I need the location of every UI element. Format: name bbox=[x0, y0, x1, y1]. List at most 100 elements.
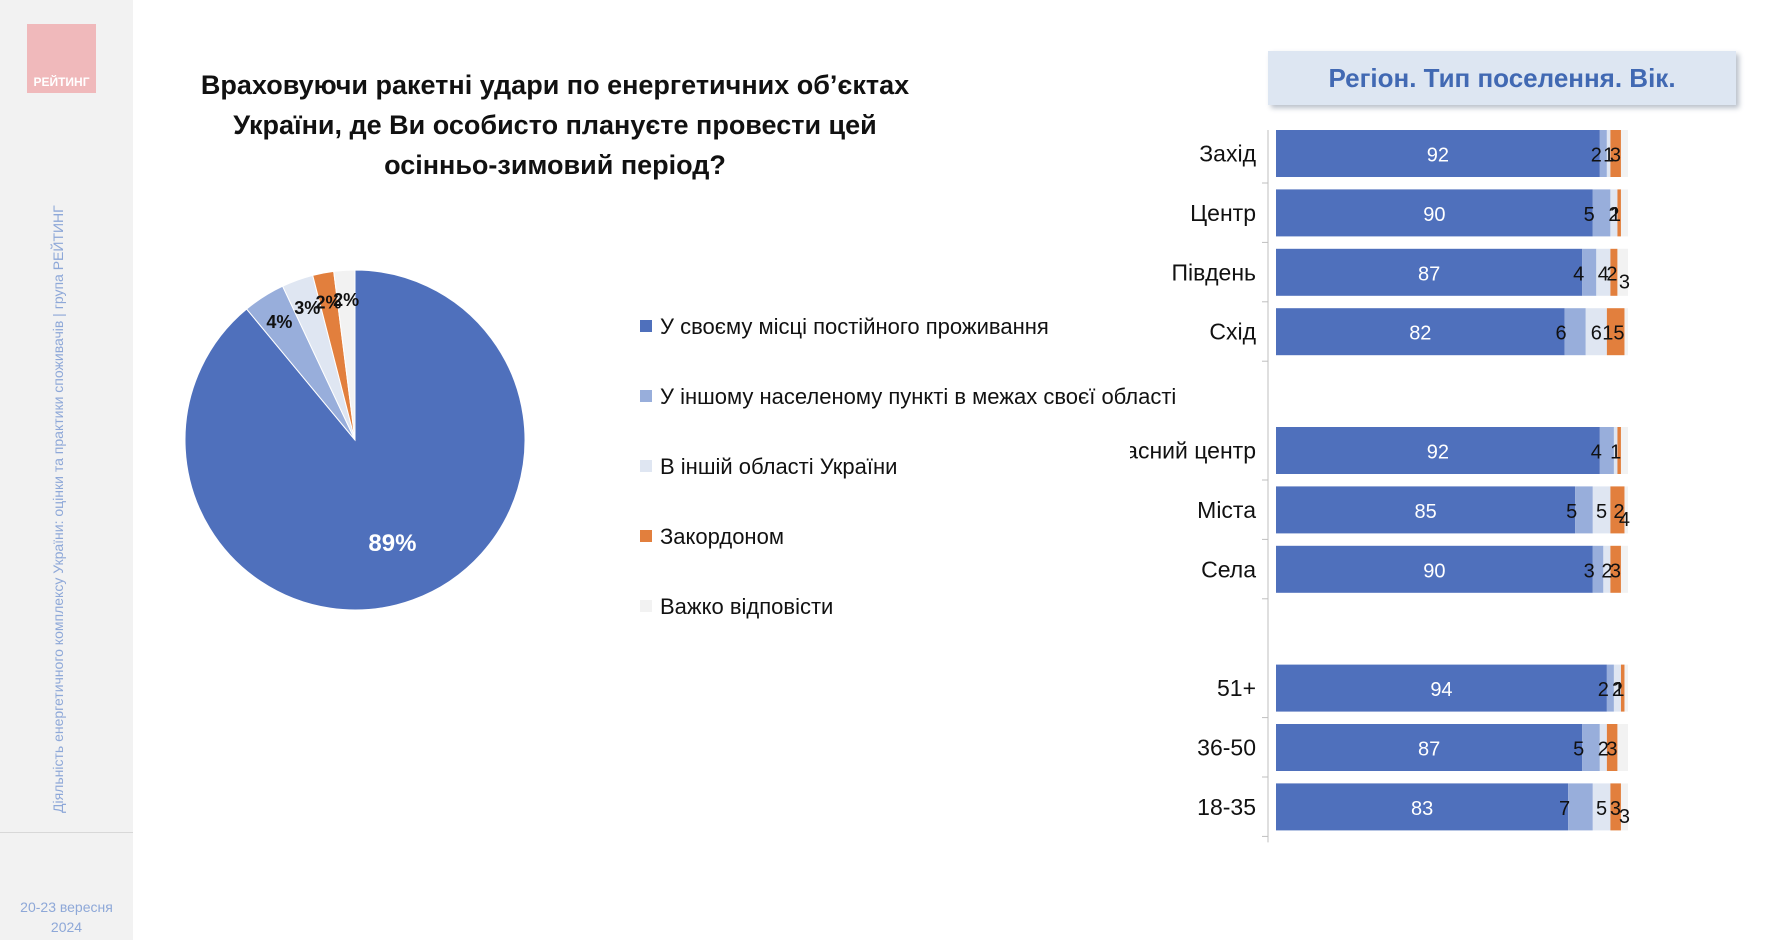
bar-segment-4 bbox=[1620, 130, 1628, 177]
legend-label-4: Важко відповісти bbox=[660, 594, 834, 619]
bar-segment-3 bbox=[1610, 545, 1621, 593]
bar-value-label: 5 bbox=[1573, 739, 1584, 761]
bar-segment-4 bbox=[1620, 427, 1628, 474]
survey-date-line2: 2024 bbox=[50, 919, 83, 935]
bar-segment-3 bbox=[1620, 664, 1625, 712]
bar-segment-0 bbox=[1276, 724, 1583, 771]
bar-segment-4 bbox=[1617, 724, 1628, 771]
bar-segment-0 bbox=[1276, 248, 1583, 296]
bar-value-label: 85 bbox=[1414, 501, 1436, 523]
category-label: Центр bbox=[1190, 200, 1256, 226]
legend-swatch-2 bbox=[640, 460, 652, 473]
bar-segment-0 bbox=[1276, 130, 1600, 177]
bar-segment-2 bbox=[1613, 664, 1621, 712]
category-label: Південь bbox=[1172, 259, 1257, 285]
bar-value-label: 90 bbox=[1423, 560, 1445, 582]
legend-label-0: У своєму місці постійного проживання bbox=[660, 314, 1049, 339]
pie-chart: 89%4%3%2%2% bbox=[184, 270, 526, 611]
pie-slice-4 bbox=[333, 270, 356, 441]
bar-value-label: 1 bbox=[1610, 204, 1621, 226]
bar-segment-3 bbox=[1610, 783, 1621, 831]
bar-value-label: 3 bbox=[1606, 739, 1617, 761]
bar-segment-1 bbox=[1582, 724, 1600, 771]
bar-value-label: 3 bbox=[1584, 560, 1595, 582]
legend-item-3: Закордоном bbox=[640, 524, 784, 550]
bar-segment-4 bbox=[1620, 545, 1628, 593]
bar-value-label: 15 bbox=[1602, 323, 1624, 345]
pie-data-label-1: 4% bbox=[266, 312, 292, 332]
survey-date-line1: 20-23 вересня bbox=[20, 899, 113, 915]
bar-segment-0 bbox=[1276, 545, 1593, 593]
bar-value-label: 2 bbox=[1612, 679, 1623, 701]
bar-value-label: 4 bbox=[1598, 263, 1609, 285]
bar-segment-1 bbox=[1592, 545, 1604, 593]
bar-value-label: 3 bbox=[1619, 271, 1630, 293]
bar-value-label: 4 bbox=[1619, 509, 1630, 531]
category-label: Захід bbox=[1199, 141, 1256, 167]
legend-swatch-3 bbox=[640, 530, 652, 543]
pie-data-label-2: 3% bbox=[294, 298, 320, 318]
bar-value-label: 5 bbox=[1596, 501, 1607, 523]
pie-data-label-3: 2% bbox=[316, 292, 342, 312]
bar-value-label: 6 bbox=[1591, 323, 1602, 345]
bar-segment-0 bbox=[1276, 189, 1593, 237]
category-label: Села bbox=[1201, 556, 1256, 582]
bar-value-label: 87 bbox=[1418, 263, 1440, 285]
legend-label-3: Закордоном bbox=[660, 524, 784, 549]
bar-value-label: 3 bbox=[1610, 560, 1621, 582]
bar-segment-0 bbox=[1276, 783, 1569, 831]
bar-value-label: 2 bbox=[1608, 204, 1619, 226]
legend-swatch-1 bbox=[640, 390, 652, 403]
bar-segment-2 bbox=[1610, 189, 1618, 237]
bar-segment-2 bbox=[1599, 724, 1607, 771]
bar-value-label: 87 bbox=[1418, 739, 1440, 761]
bar-segment-3 bbox=[1610, 130, 1621, 177]
bar-value-label: 1 bbox=[1603, 145, 1614, 167]
bar-value-label: 4 bbox=[1573, 263, 1584, 285]
legend-item-4: Важко відповісти bbox=[640, 594, 833, 620]
bar-value-label: 3 bbox=[1610, 798, 1621, 820]
bar-segment-1 bbox=[1568, 783, 1593, 831]
bar-segment-4 bbox=[1620, 189, 1628, 237]
bar-segment-3 bbox=[1606, 308, 1625, 356]
bar-segment-2 bbox=[1592, 486, 1611, 534]
pie-data-label-0: 89% bbox=[368, 530, 416, 557]
bar-value-label: 92 bbox=[1427, 145, 1449, 167]
bar-segment-3 bbox=[1617, 427, 1621, 474]
bar-segment-1 bbox=[1592, 189, 1611, 237]
bar-value-label: 3 bbox=[1610, 145, 1621, 167]
bar-value-label: 7 bbox=[1559, 798, 1570, 820]
bar-value-label: 5 bbox=[1584, 204, 1595, 226]
bar-segment-2 bbox=[1585, 308, 1607, 356]
legend-label-1: У іншому населеному пункті в межах своєї… bbox=[660, 384, 1177, 409]
bar-value-label: 5 bbox=[1596, 798, 1607, 820]
legend-swatch-0 bbox=[640, 320, 652, 333]
bar-segment-3 bbox=[1606, 724, 1618, 771]
sidebar-divider bbox=[0, 832, 133, 833]
bar-segment-4 bbox=[1624, 664, 1628, 712]
bar-value-label: 92 bbox=[1427, 442, 1449, 464]
legend-swatch-4 bbox=[640, 600, 652, 613]
bar-value-label: 2 bbox=[1598, 679, 1609, 701]
bar-segment-1 bbox=[1582, 248, 1597, 296]
bar-value-label: 6 bbox=[1556, 323, 1567, 345]
bar-segment-3 bbox=[1617, 189, 1621, 237]
rating-logo: РЕЙТИНГ bbox=[27, 24, 96, 93]
bar-segment-3 bbox=[1610, 486, 1625, 534]
bar-segment-4 bbox=[1624, 308, 1628, 356]
bar-segment-2 bbox=[1596, 248, 1611, 296]
pie-data-label-4: 2% bbox=[333, 290, 359, 310]
logo-text: РЕЙТИНГ bbox=[33, 75, 90, 89]
bar-segment-4 bbox=[1624, 486, 1628, 534]
bar-value-label: 2 bbox=[1601, 560, 1612, 582]
legend-item-0: У своєму місці постійного проживання bbox=[640, 314, 1049, 340]
bar-value-label: 1 bbox=[1613, 679, 1624, 701]
category-label: Міста bbox=[1197, 497, 1256, 523]
bar-segment-0 bbox=[1276, 427, 1600, 474]
bar-segment-2 bbox=[1613, 427, 1618, 474]
bar-value-label: 90 bbox=[1423, 204, 1445, 226]
survey-date: 20-23 вересня 2024 bbox=[0, 897, 133, 937]
bar-value-label: 2 bbox=[1606, 263, 1617, 285]
bar-value-label: 5 bbox=[1566, 501, 1577, 523]
